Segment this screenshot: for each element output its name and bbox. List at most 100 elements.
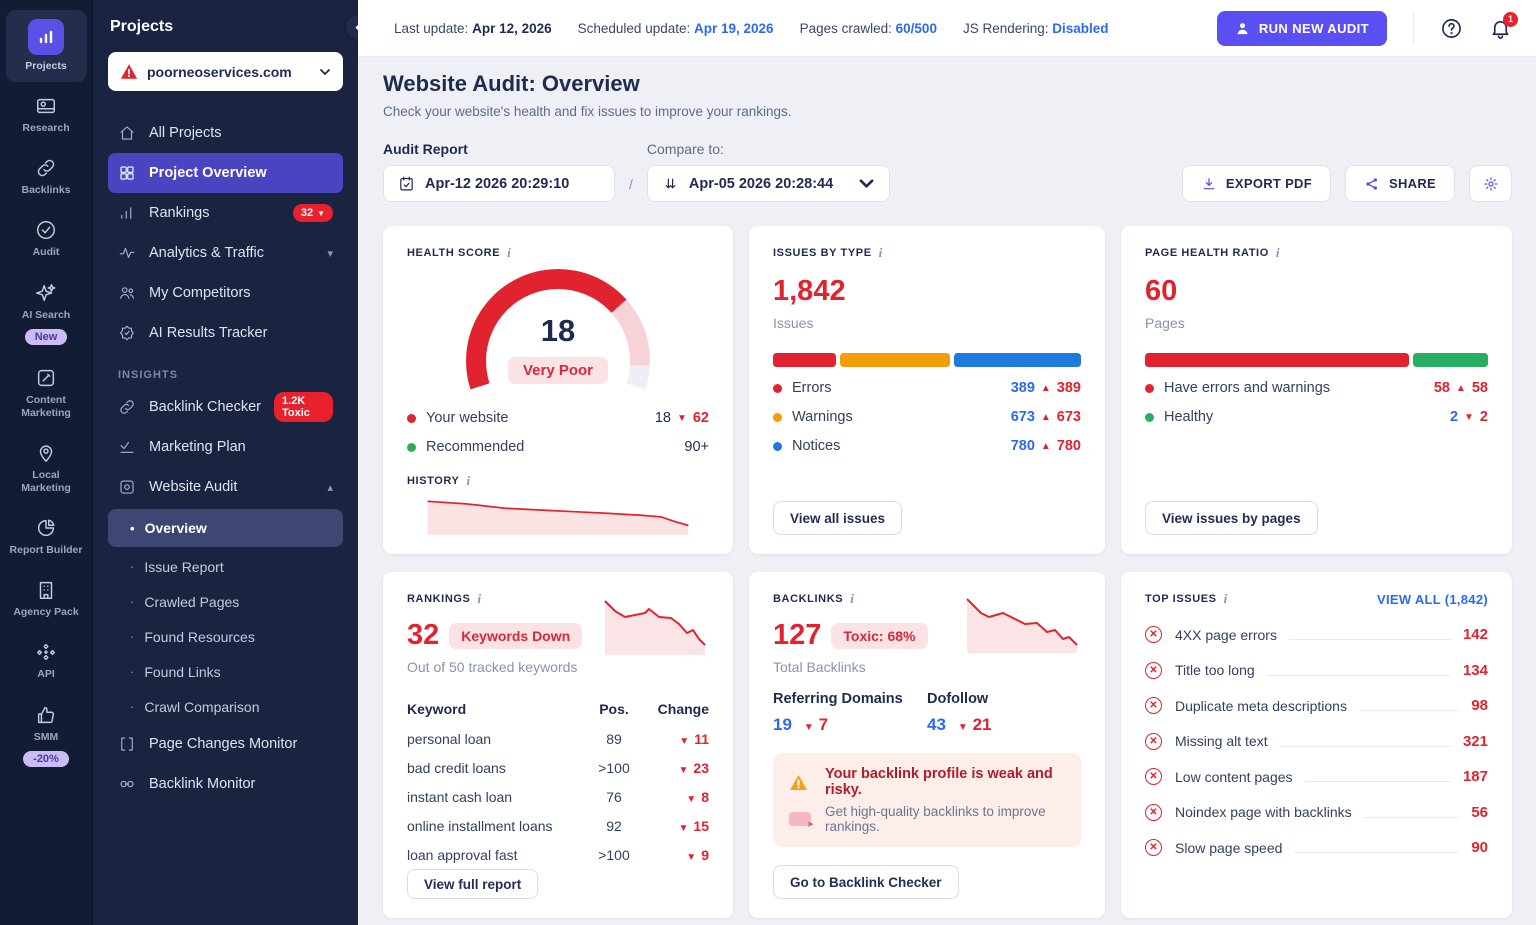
notifications-button[interactable]: 1 [1489, 17, 1512, 40]
table-row[interactable]: online installment loans 92 ▼15 [407, 811, 709, 840]
backlinks-total: 127 [773, 621, 821, 650]
sidebar-item-ai-results-tracker[interactable]: AI Results Tracker [108, 313, 343, 353]
settings-button[interactable] [1469, 165, 1512, 202]
sidebar-subitem-crawl-comparison[interactable]: · Crawl Comparison [108, 689, 343, 724]
chevron-down-icon [319, 66, 331, 78]
sidebar-subitem-issue-report[interactable]: · Issue Report [108, 549, 343, 584]
compare-to-label: Compare to: [647, 141, 890, 157]
view-issues-by-pages-button[interactable]: View issues by pages [1145, 501, 1318, 535]
warnings-bar-segment[interactable] [840, 353, 950, 367]
sort-arrows-icon [662, 175, 679, 192]
sidebar-item-website-audit[interactable]: Website Audit ▴ [108, 467, 343, 507]
view-all-link[interactable]: VIEW ALL (1,842) [1377, 592, 1488, 607]
rankings-badge[interactable]: 32▼ [293, 204, 333, 222]
sidebar-subitem-found-resources[interactable]: · Found Resources [108, 619, 343, 654]
chevron-down-icon: ▾ [327, 247, 333, 260]
badge-icon [118, 324, 136, 342]
audit-date-select[interactable]: Apr-12 2026 20:29:10 [383, 165, 615, 202]
pages-total: 60 [1145, 277, 1488, 306]
errors-bar-segment[interactable] [773, 353, 836, 367]
legend-healthy: Healthy 2▼2 [1145, 409, 1488, 425]
view-full-report-button[interactable]: View full report [407, 869, 538, 899]
rail-label: Content Marketing [8, 394, 85, 420]
errors-pages-bar-segment[interactable] [1145, 353, 1409, 367]
building-icon [35, 579, 57, 601]
red-dot-icon [1145, 384, 1154, 393]
info-icon[interactable]: i [507, 245, 511, 261]
sidebar-item-page-changes-monitor[interactable]: Page Changes Monitor [108, 724, 343, 764]
history-label: HISTORYi [407, 473, 709, 489]
main-area: Last update: Apr 12, 2026 Scheduled upda… [358, 0, 1536, 925]
sparkles-icon [35, 282, 57, 304]
info-icon[interactable]: i [467, 473, 471, 489]
notices-bar-segment[interactable] [954, 353, 1081, 367]
compare-date-select[interactable]: Apr-05 2026 20:28:44 [647, 165, 890, 202]
rail-item-content-marketing[interactable]: Content Marketing [6, 358, 87, 429]
list-item[interactable]: ✕ Slow page speed90 [1145, 830, 1488, 866]
list-item[interactable]: ✕ 4XX page errors142 [1145, 617, 1488, 653]
sidebar-item-marketing-plan[interactable]: Marketing Plan [108, 427, 343, 467]
rail-item-api[interactable]: API [6, 632, 87, 690]
table-row[interactable]: bad credit loans >100 ▼23 [407, 753, 709, 782]
list-item[interactable]: ✕ Noindex page with backlinks56 [1145, 795, 1488, 831]
sidebar-subitem-label: Crawled Pages [144, 594, 239, 610]
rail-item-backlinks[interactable]: Backlinks [6, 148, 87, 206]
go-to-backlink-checker-button[interactable]: Go to Backlink Checker [773, 865, 959, 899]
healthy-pages-bar-segment[interactable] [1413, 353, 1488, 367]
rail-label: Research [22, 122, 69, 135]
triangle-down-icon: ▼ [679, 765, 689, 776]
info-icon[interactable]: i [1276, 245, 1280, 261]
sidebar-item-project-overview[interactable]: Project Overview [108, 153, 343, 193]
project-selector[interactable]: poorneoservices.com [108, 52, 343, 91]
keywords-down-count: 32 [407, 621, 439, 650]
health-history-chart [407, 497, 709, 535]
health-score-value: 18 [466, 313, 650, 349]
legend-errors-warnings: Have errors and warnings 58▲58 [1145, 380, 1488, 396]
info-icon[interactable]: i [879, 245, 883, 261]
info-icon[interactable]: i [1224, 591, 1228, 607]
rail-item-audit[interactable]: Audit [6, 210, 87, 268]
share-icon [1364, 176, 1380, 192]
rail-item-report-builder[interactable]: Report Builder [6, 508, 87, 566]
bullet-icon: · [130, 664, 134, 679]
rail-item-agency-pack[interactable]: Agency Pack [6, 570, 87, 628]
list-item[interactable]: ✕ Missing alt text321 [1145, 724, 1488, 760]
sidebar-subitem-found-links[interactable]: · Found Links [108, 654, 343, 689]
rail-item-ai-search[interactable]: AI Search New [6, 273, 87, 354]
info-icon[interactable]: i [477, 591, 481, 607]
sidebar-item-backlink-checker[interactable]: Backlink Checker 1.2K Toxic [108, 387, 343, 427]
table-row[interactable]: loan approval fast >100 ▼9 [407, 840, 709, 869]
rail-item-local-marketing[interactable]: Local Marketing [6, 433, 87, 504]
export-pdf-button[interactable]: EXPORT PDF [1182, 165, 1331, 202]
sidebar-item-my-competitors[interactable]: My Competitors [108, 273, 343, 313]
alert-title: Your backlink profile is weak and risky. [825, 766, 1065, 798]
list-item[interactable]: ✕ Low content pages187 [1145, 759, 1488, 795]
rail-item-smm[interactable]: SMM -20% [6, 695, 87, 776]
list-item[interactable]: ✕ Title too long134 [1145, 653, 1488, 689]
rail-label: SMM [34, 731, 59, 744]
cursor-icon [789, 812, 811, 826]
sidebar-item-rankings[interactable]: Rankings 32▼ [108, 193, 343, 233]
sidebar-title: Projects [110, 18, 343, 36]
rail-item-research[interactable]: Research [6, 86, 87, 144]
triangle-up-icon: ▲ [1041, 441, 1051, 452]
sidebar-collapse-button[interactable] [344, 13, 358, 41]
help-button[interactable] [1440, 17, 1463, 40]
rail-item-projects[interactable]: Projects [6, 10, 87, 82]
notification-badge: 1 [1503, 12, 1518, 27]
sidebar-item-all-projects[interactable]: All Projects [108, 113, 343, 153]
link-icon [35, 157, 57, 179]
sidebar-item-backlink-monitor[interactable]: Backlink Monitor [108, 764, 343, 804]
sidebar-subitem-overview[interactable]: • Overview [108, 509, 343, 547]
sidebar-subitem-crawled-pages[interactable]: · Crawled Pages [108, 584, 343, 619]
view-all-issues-button[interactable]: View all issues [773, 501, 902, 535]
sidebar-item-label: All Projects [149, 125, 333, 141]
run-new-audit-button[interactable]: RUN NEW AUDIT [1217, 11, 1387, 46]
table-row[interactable]: instant cash loan 76 ▼8 [407, 782, 709, 811]
list-item[interactable]: ✕ Duplicate meta descriptions98 [1145, 688, 1488, 724]
table-row[interactable]: personal loan 89 ▼11 [407, 724, 709, 753]
share-button[interactable]: SHARE [1345, 165, 1455, 202]
controls-row: Audit Report Apr-12 2026 20:29:10 / Comp… [383, 141, 1512, 202]
info-icon[interactable]: i [850, 591, 854, 607]
sidebar-item-analytics-traffic[interactable]: Analytics & Traffic ▾ [108, 233, 343, 273]
